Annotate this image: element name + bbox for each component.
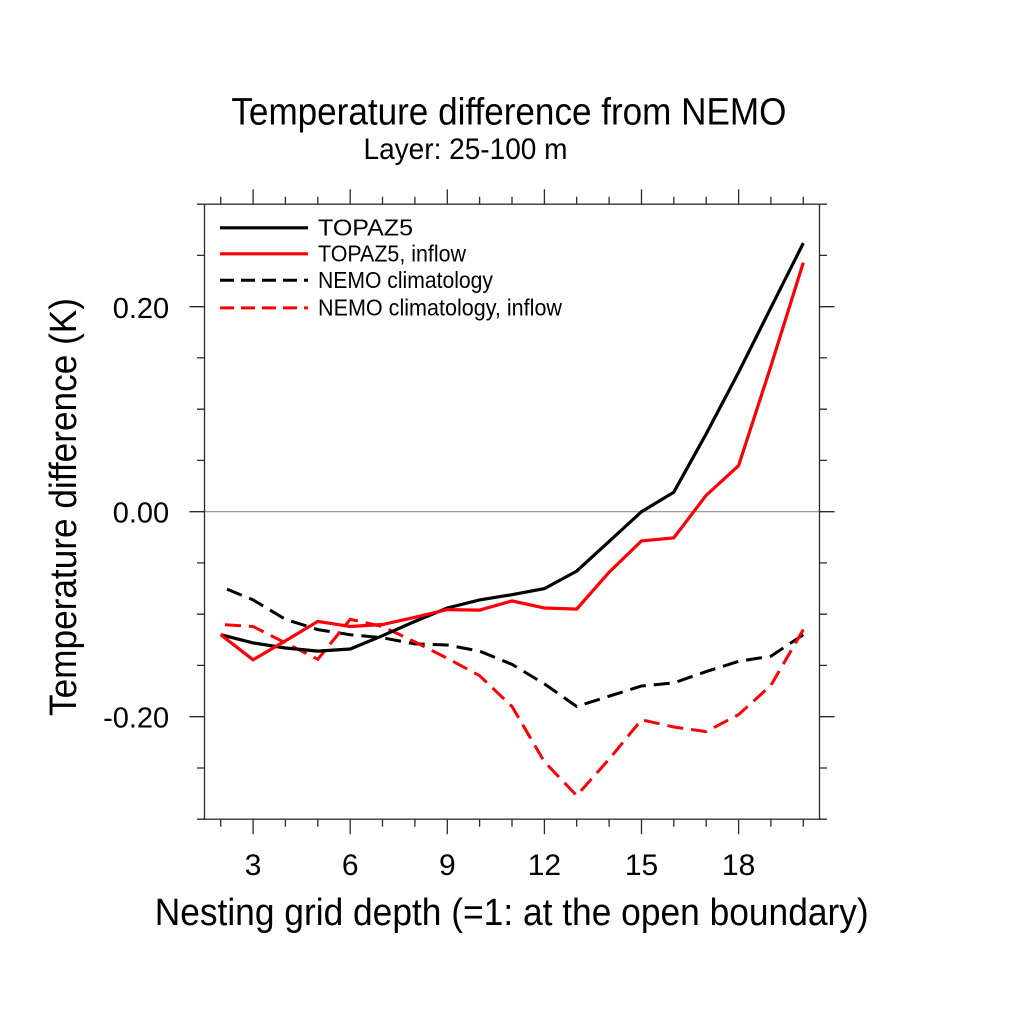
svg-text:3: 3: [245, 849, 262, 882]
svg-text:NEMO climatology, inflow: NEMO climatology, inflow: [318, 295, 562, 321]
svg-text:-0.20: -0.20: [103, 703, 169, 735]
svg-text:18: 18: [722, 849, 755, 882]
svg-text:TOPAZ5: TOPAZ5: [318, 215, 413, 241]
svg-text:12: 12: [528, 849, 561, 882]
svg-text:Layer: 25-100 m: Layer: 25-100 m: [364, 133, 568, 166]
svg-text:NEMO climatology: NEMO climatology: [318, 267, 493, 293]
svg-text:Temperature difference from NE: Temperature difference from NEMO: [231, 92, 786, 134]
svg-text:Nesting grid depth (=1: at the: Nesting grid depth (=1: at the open boun…: [155, 892, 869, 934]
svg-text:TOPAZ5, inflow: TOPAZ5, inflow: [318, 241, 466, 267]
svg-text:9: 9: [439, 849, 456, 882]
svg-text:15: 15: [625, 849, 658, 882]
svg-text:6: 6: [342, 849, 359, 882]
svg-text:0.20: 0.20: [113, 293, 169, 325]
svg-text:Temperature difference (K): Temperature difference (K): [43, 298, 85, 716]
svg-text:0.00: 0.00: [113, 498, 169, 530]
